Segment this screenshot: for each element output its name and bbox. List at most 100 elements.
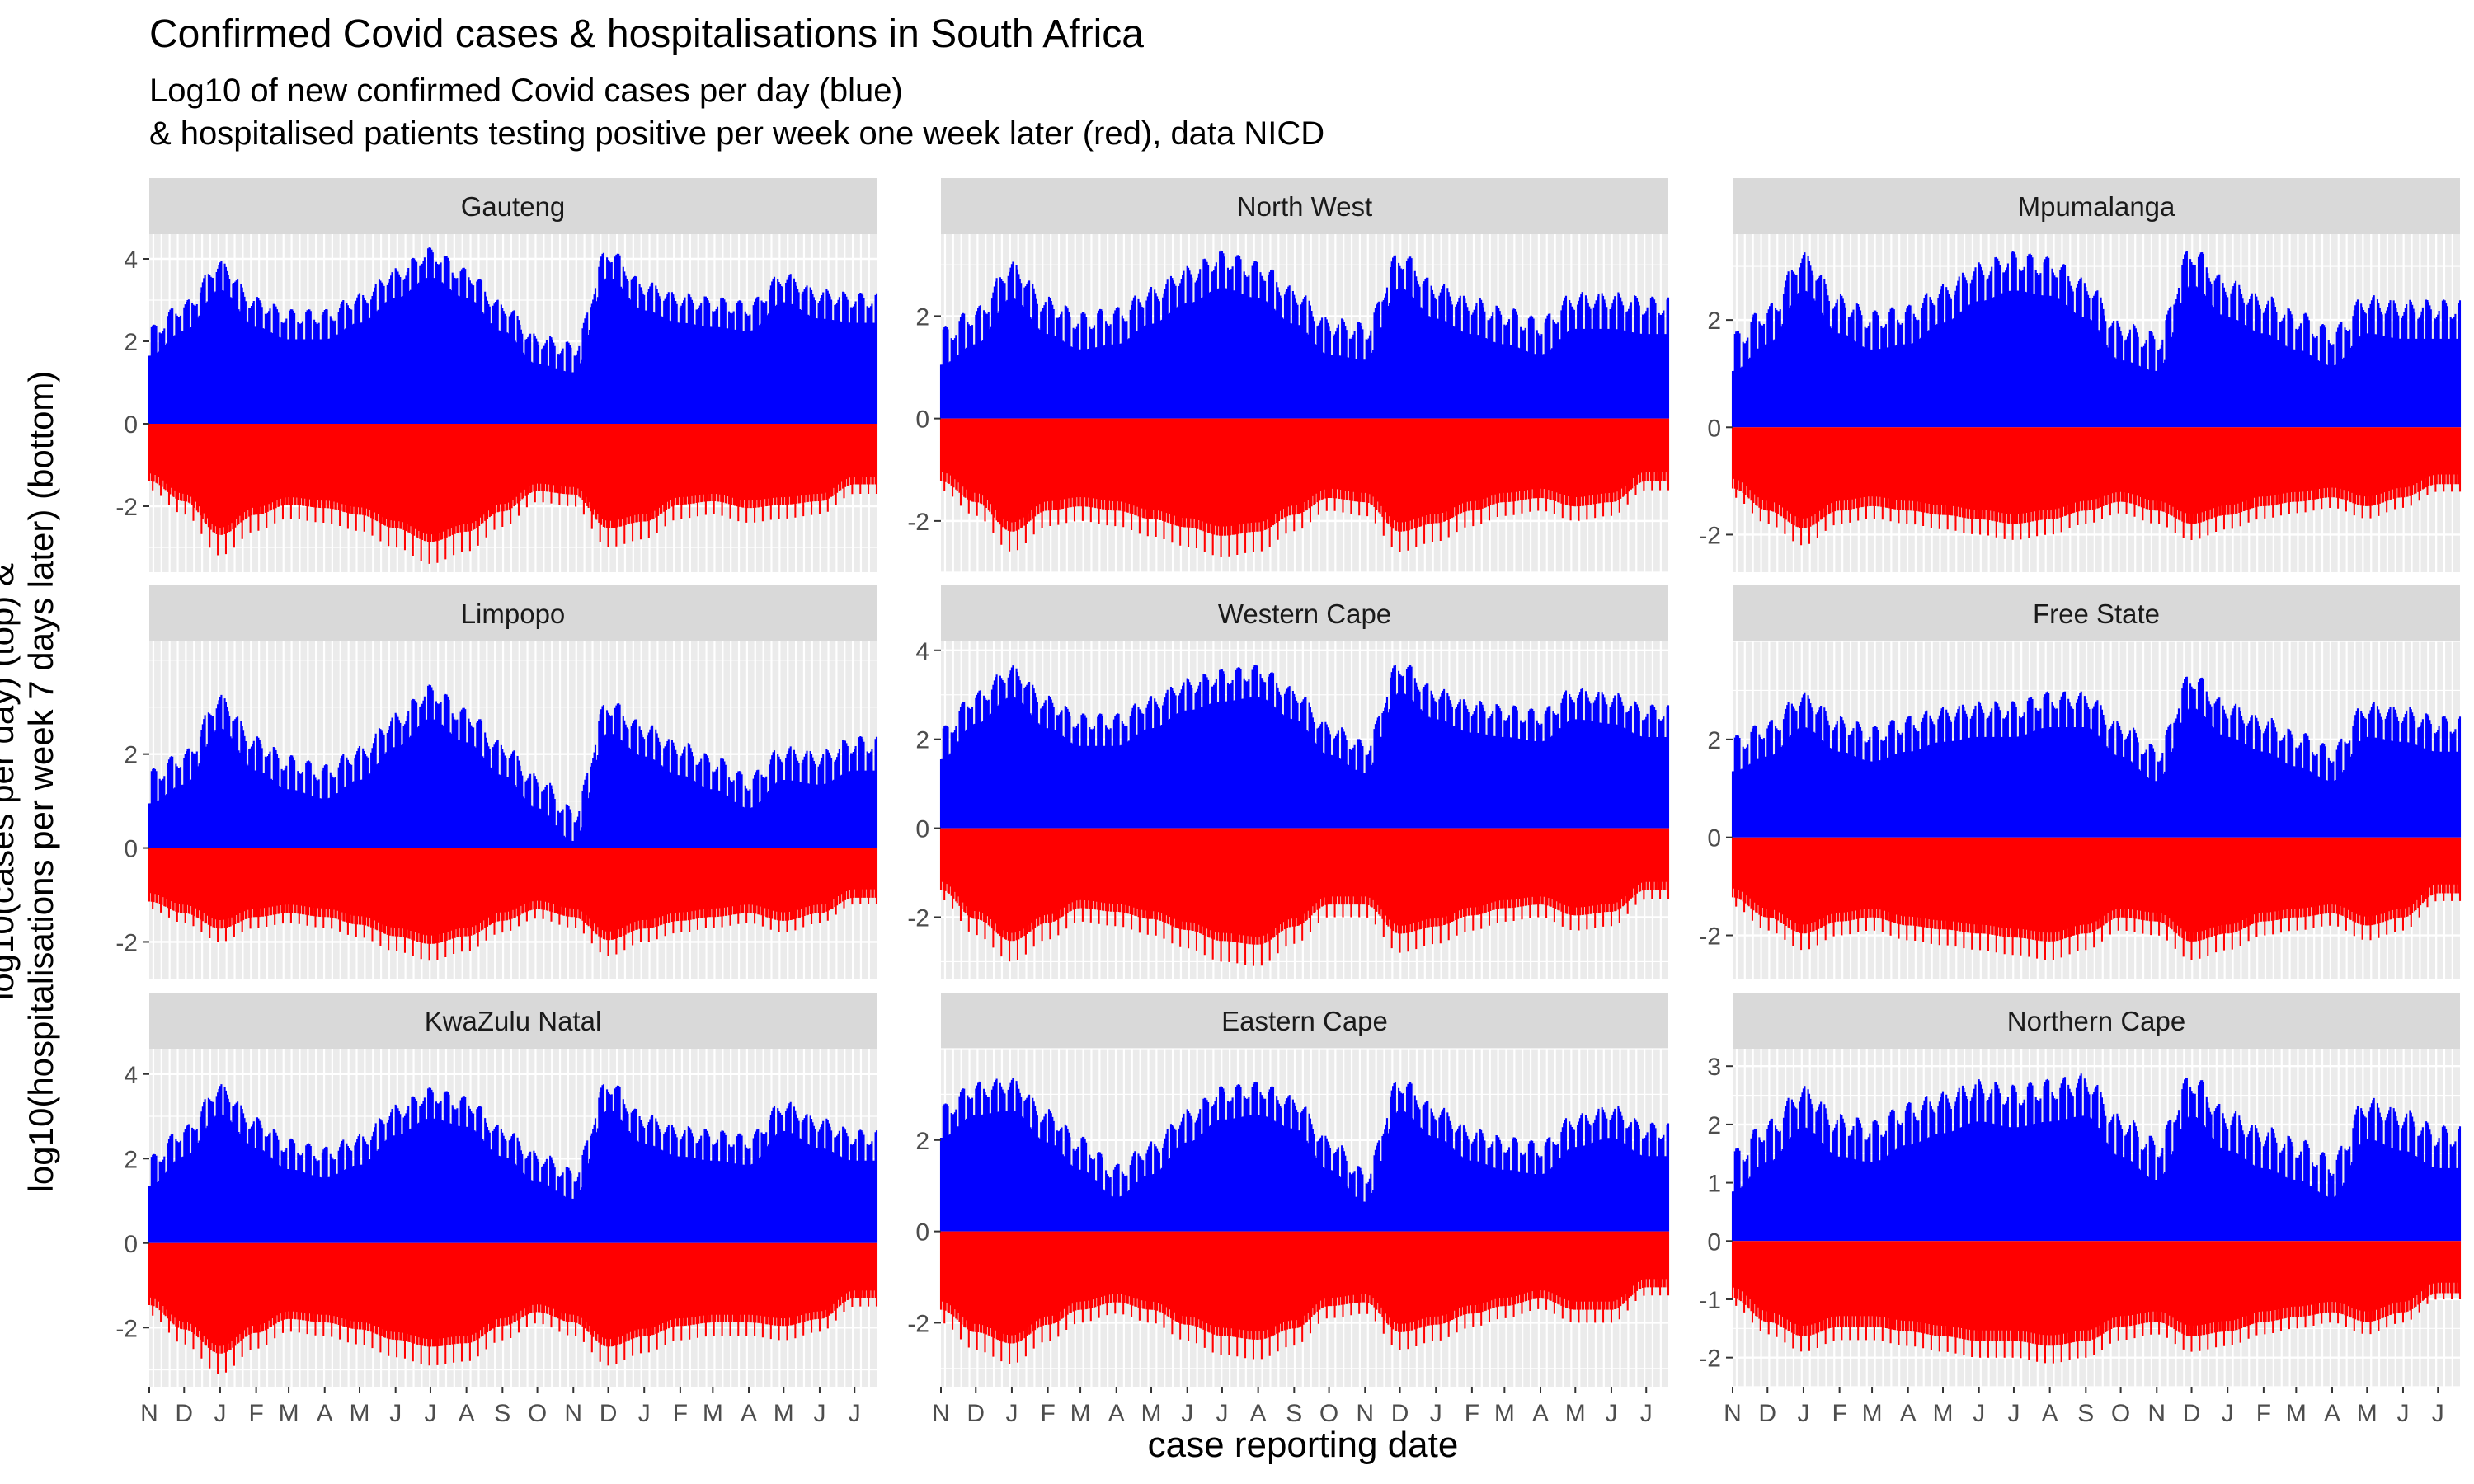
y-tick-label: 2 xyxy=(1707,308,1721,335)
x-tick-label: J xyxy=(813,1400,825,1427)
y-tick-label: 4 xyxy=(915,638,929,665)
facet-gauteng: Gauteng -2 0 2 4 xyxy=(115,178,878,572)
x-tick-label: J xyxy=(2222,1400,2234,1427)
facet-strip-label: Western Cape xyxy=(1218,599,1391,629)
facet-north-west: North West -2 0 2 xyxy=(907,178,1670,573)
y-tick-label: 0 xyxy=(915,1219,929,1247)
y-tick-label: -2 xyxy=(907,509,929,536)
y-tick-label: 2 xyxy=(124,1146,138,1173)
hospitalisations-bars-series xyxy=(1731,1241,2462,1364)
x-tick-label: N xyxy=(140,1400,158,1427)
y-tick-label: 0 xyxy=(915,406,929,434)
x-tick-label: A xyxy=(2042,1400,2058,1427)
y-tick-label: 2 xyxy=(124,742,138,769)
y-tick-label: 2 xyxy=(915,727,929,754)
x-tick-label: J xyxy=(1640,1400,1653,1427)
y-tick-label: 4 xyxy=(124,247,138,274)
x-tick-label: A xyxy=(459,1400,475,1427)
x-tick-label: F xyxy=(673,1400,688,1427)
x-tick-label: F xyxy=(1832,1400,1846,1427)
facet-mpumalanga: Mpumalanga -2 0 2 xyxy=(1699,178,2462,572)
y-tick-label: 1 xyxy=(1707,1171,1721,1198)
x-tick-label: A xyxy=(2324,1400,2340,1427)
y-tick-label: 2 xyxy=(1707,727,1721,754)
x-tick-label: N xyxy=(2147,1400,2166,1427)
facet-strip-label: Limpopo xyxy=(461,599,566,629)
x-tick-label: M xyxy=(1494,1400,1515,1427)
facet-strip xyxy=(149,993,877,1049)
y-axis-title-line-1: log10(cases per day) (top) & xyxy=(0,563,21,1000)
x-tick-label: F xyxy=(1040,1400,1055,1427)
x-tick-label: M xyxy=(350,1400,370,1427)
x-tick-label: J xyxy=(424,1400,436,1427)
facet-strip xyxy=(1733,178,2460,234)
chart-subtitle-line-2: & hospitalised patients testing positive… xyxy=(149,115,1325,152)
x-axis-title: case reporting date xyxy=(1147,1425,1459,1465)
x-tick-label: O xyxy=(1319,1400,1338,1427)
facet-strip-label: Mpumalanga xyxy=(2018,191,2175,222)
x-tick-label: N xyxy=(564,1400,582,1427)
y-tick-label: -2 xyxy=(115,494,138,521)
y-tick-label: -2 xyxy=(907,1310,929,1337)
x-tick-label: S xyxy=(2077,1400,2094,1427)
cases-bars-series xyxy=(148,247,878,424)
facet-limpopo: Limpopo -2 0 2 xyxy=(115,585,878,979)
x-tick-label: J xyxy=(1181,1400,1193,1427)
x-tick-label: D xyxy=(2183,1400,2201,1427)
facet-strip-label: Eastern Cape xyxy=(1221,1006,1388,1036)
x-tick-label: N xyxy=(932,1400,950,1427)
x-tick-label: A xyxy=(1250,1400,1267,1427)
x-tick-label: J xyxy=(2396,1400,2409,1427)
y-tick-label: 4 xyxy=(124,1062,138,1089)
x-tick-label: M xyxy=(2286,1400,2307,1427)
x-tick-label: N xyxy=(1356,1400,1374,1427)
facet-strip-label: KwaZulu Natal xyxy=(425,1006,602,1036)
y-tick-label: -2 xyxy=(907,904,929,932)
facet-strip xyxy=(941,178,1668,234)
x-tick-label: D xyxy=(600,1400,618,1427)
x-tick-label: J xyxy=(1216,1400,1228,1427)
y-tick-label: 2 xyxy=(1707,1112,1721,1139)
x-tick-label: J xyxy=(214,1400,226,1427)
y-tick-label: 3 xyxy=(1707,1054,1721,1081)
cases-bars-series xyxy=(1731,251,2462,428)
x-tick-label: F xyxy=(1465,1400,1479,1427)
x-tick-label: J xyxy=(389,1400,402,1427)
y-tick-label: 2 xyxy=(124,329,138,356)
x-tick-label: J xyxy=(2432,1400,2444,1427)
hospitalisations-bars-series xyxy=(939,418,1670,557)
hospitalisations-bars-series xyxy=(1731,837,2462,960)
facet-strip xyxy=(149,178,877,234)
facet-strip-label: Northern Cape xyxy=(2007,1006,2185,1036)
y-tick-label: 0 xyxy=(124,836,138,863)
y-tick-label: 0 xyxy=(124,1231,138,1258)
x-tick-label: D xyxy=(175,1400,193,1427)
x-tick-label: A xyxy=(741,1400,757,1427)
x-tick-label: O xyxy=(2111,1400,2130,1427)
x-tick-label: N xyxy=(1724,1400,1742,1427)
y-tick-label: 0 xyxy=(915,816,929,843)
x-tick-label: J xyxy=(1005,1400,1018,1427)
cases-bars-series xyxy=(148,1084,878,1243)
x-tick-label: S xyxy=(1286,1400,1302,1427)
cases-bars-series xyxy=(1731,676,2462,838)
facet-strip xyxy=(149,585,877,641)
facet-strip xyxy=(1733,585,2460,641)
chart-subtitle-line-1: Log10 of new confirmed Covid cases per d… xyxy=(149,73,903,109)
x-tick-label: A xyxy=(1108,1400,1125,1427)
x-tick-label: D xyxy=(1758,1400,1776,1427)
x-tick-label: J xyxy=(1430,1400,1442,1427)
x-tick-label: J xyxy=(638,1400,651,1427)
facet-strip xyxy=(941,993,1668,1049)
x-tick-label: J xyxy=(849,1400,861,1427)
hospitalisations-bars-series xyxy=(148,1242,878,1374)
x-tick-label: M xyxy=(1862,1400,1883,1427)
x-tick-label: J xyxy=(1605,1400,1617,1427)
facet-strip-label: North West xyxy=(1237,191,1372,222)
x-tick-label: M xyxy=(2357,1400,2378,1427)
x-tick-label: J xyxy=(2007,1400,2020,1427)
y-tick-label: -2 xyxy=(1699,923,1721,951)
x-tick-label: F xyxy=(248,1400,263,1427)
